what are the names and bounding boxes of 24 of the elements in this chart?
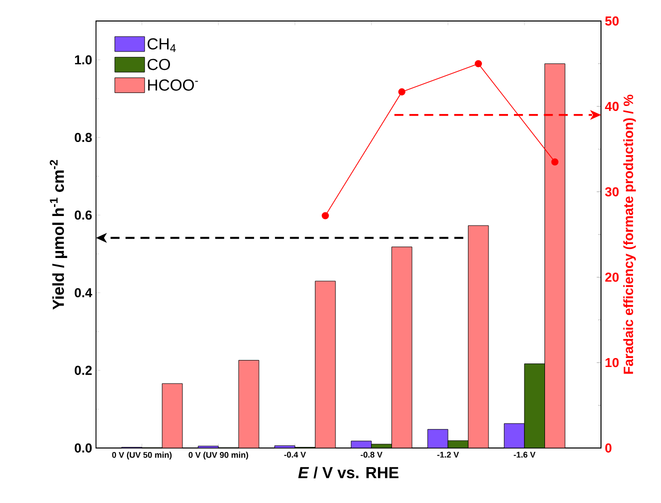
x-tick-label: -1.6 V — [514, 452, 536, 458]
y-axis-title: Yield / µmol h$^{-1}$ cm$^{-2}$ — [50, 160, 68, 310]
legend-label: CH$_{4}$ — [148, 38, 176, 52]
y-tick-label: 0.6 — [74, 210, 92, 220]
x-tick-label: 0 V (UV 90 min) — [188, 452, 248, 460]
x-axis-title: E / V vs. RHE — [298, 466, 398, 478]
y2-tick-label: 10 — [606, 358, 619, 368]
x-tick-label: -0.8 V — [360, 452, 382, 458]
y2-axis-title: Faradaic efficiency (formate production) / % — [623, 94, 636, 374]
y2-tick-label: 20 — [605, 272, 619, 282]
legend-label: HCOO$^{-}$ — [148, 79, 198, 91]
y2-tick-label: 0 — [605, 443, 612, 453]
legend-label: CO — [148, 58, 170, 70]
x-tick-label: -0.4 V — [284, 452, 306, 458]
y-tick-label: 0.4 — [74, 288, 92, 298]
y2-tick-label: 30 — [605, 187, 619, 196]
x-tick-label: -1.2 V — [437, 452, 459, 458]
y-tick-label: 1.0 — [75, 55, 92, 64]
y2-tick-label: 50 — [605, 16, 619, 26]
y-tick-label: 0.2 — [74, 366, 92, 375]
y-tick-label: 0.8 — [74, 132, 92, 142]
x-tick-label: 0 V (UV 50 min) — [112, 452, 172, 460]
y2-tick-label: 40 — [604, 102, 619, 111]
y-tick-label: 0.0 — [74, 443, 92, 453]
